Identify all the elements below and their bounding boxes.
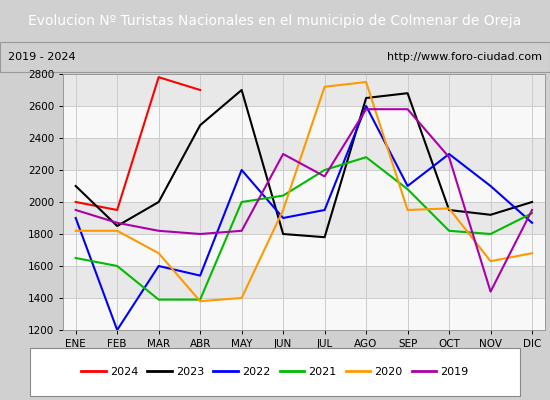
Text: 2019 - 2024: 2019 - 2024 [8,52,76,62]
Bar [63,298,544,330]
Bar [63,74,544,106]
Bar [63,266,544,298]
Legend: 2024, 2023, 2022, 2021, 2020, 2019: 2024, 2023, 2022, 2021, 2020, 2019 [77,362,473,382]
Bar [63,234,544,266]
Bar [63,106,544,138]
Text: Evolucion Nº Turistas Nacionales en el municipio de Colmenar de Oreja: Evolucion Nº Turistas Nacionales en el m… [29,14,521,28]
Bar [63,202,544,234]
Bar [63,138,544,170]
Bar [63,170,544,202]
Text: http://www.foro-ciudad.com: http://www.foro-ciudad.com [387,52,542,62]
